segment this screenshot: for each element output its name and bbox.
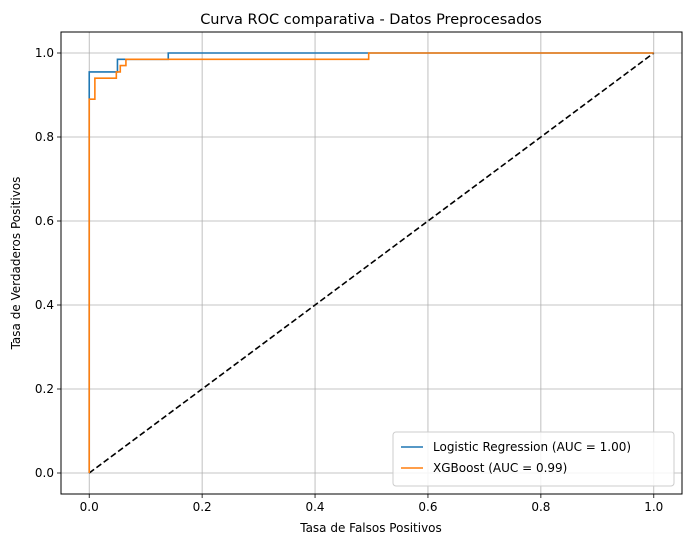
- chart-title: Curva ROC comparativa - Datos Preprocesa…: [200, 12, 542, 28]
- x-tick-label: 0.6: [418, 500, 437, 514]
- series-line-0: [88, 52, 654, 473]
- grid: [61, 32, 682, 494]
- x-tick-label: 1.0: [644, 500, 663, 514]
- x-tick-label: 0.8: [531, 500, 550, 514]
- reference-diagonal-line: [88, 52, 655, 474]
- y-tick-label: 0.4: [35, 298, 54, 312]
- legend-entry: XGBoost (AUC = 0.99): [433, 461, 567, 475]
- y-axis-label: Tasa de Verdaderos Positivos: [9, 177, 23, 351]
- y-tick-label: 0.6: [35, 214, 54, 228]
- y-tick-label: 0.0: [35, 466, 54, 480]
- legend-box: [392, 431, 675, 487]
- series-layer: [88, 52, 655, 474]
- ticks: 0.0 0.2 0.4 0.6 0.8 1.0 0.0 0.2 0.4 0.6 0.8 1.0: [35, 46, 663, 514]
- x-tick-label: 0.2: [193, 500, 212, 514]
- y-tick-label: 0.8: [35, 130, 54, 144]
- x-tick-label: 0.0: [80, 500, 99, 514]
- y-tick-label: 0.2: [35, 382, 54, 396]
- plot-frame: [60, 31, 683, 495]
- legend: Logistic Regression (AUC = 1.00) XGBoost …: [392, 431, 675, 487]
- x-axis-label: Tasa de Falsos Positivos: [299, 521, 442, 535]
- x-tick-label: 0.4: [305, 500, 324, 514]
- y-tick-label: 1.0: [35, 46, 54, 60]
- series-line-1: [88, 52, 654, 473]
- legend-entry: Logistic Regression (AUC = 1.00): [433, 440, 631, 454]
